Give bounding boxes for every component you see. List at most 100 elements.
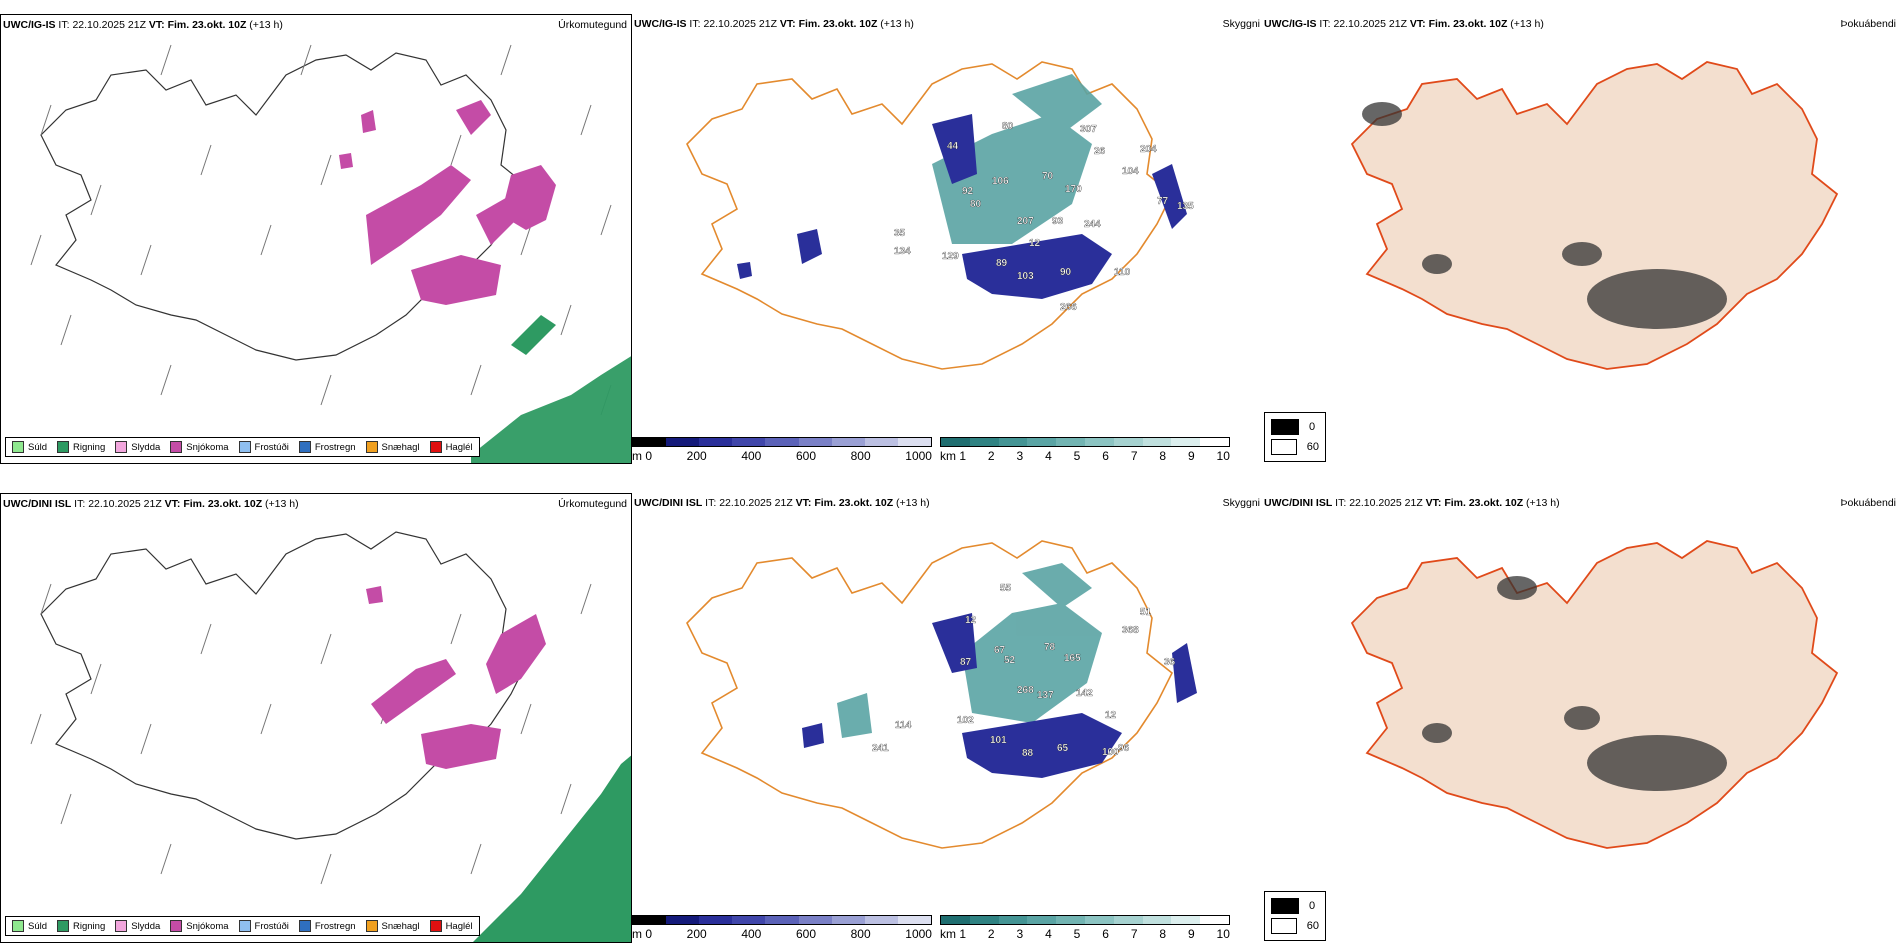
cloud-title: Skyggni bbox=[1222, 497, 1260, 509]
legend-swatch bbox=[12, 441, 24, 453]
legend-swatch bbox=[365, 441, 378, 453]
height-label: 12 bbox=[1029, 238, 1041, 249]
height-label: 135 bbox=[1177, 201, 1194, 212]
legend-swatch bbox=[170, 920, 183, 932]
legend-item: Frostregn bbox=[298, 441, 356, 453]
precip-map bbox=[30, 44, 631, 463]
height-label: 77 bbox=[1157, 196, 1169, 207]
height-label: 12 bbox=[965, 615, 977, 626]
height-scale-ticks: m 0 200 400 600 800 1000 bbox=[632, 449, 932, 463]
height-label: 368 bbox=[1122, 625, 1139, 636]
header-top-middle: UWC/IG-IS IT: 22.10.2025 21Z VT: Fim. 23… bbox=[634, 18, 914, 30]
legend-item: Snjókoma bbox=[170, 441, 229, 453]
height-label: 78 bbox=[1044, 642, 1056, 653]
height-label: 204 bbox=[1140, 144, 1157, 155]
height-label: 80 bbox=[970, 199, 982, 210]
fog-map bbox=[1351, 61, 1838, 370]
height-label: 110 bbox=[1114, 267, 1131, 278]
fog-legend-top: 0 60 bbox=[1264, 412, 1326, 462]
legend-item: Rigning bbox=[57, 441, 105, 453]
height-label: 114 bbox=[895, 720, 912, 731]
height-label: 266 bbox=[1060, 302, 1077, 313]
height-scalebar bbox=[632, 437, 932, 447]
height-label: 268 bbox=[1017, 685, 1034, 696]
height-label: 70 bbox=[1042, 171, 1054, 182]
precip-title: Úrkomutegund bbox=[558, 19, 627, 31]
legend-item: Snæhagl bbox=[365, 920, 420, 932]
height-label: 106 bbox=[992, 176, 1009, 187]
km-scalebar bbox=[940, 437, 1230, 447]
height-label: 104 bbox=[1122, 166, 1139, 177]
precip-panel-bottom: UWC/DINI ISL IT: 22.10.2025 21Z VT: Fim.… bbox=[0, 493, 632, 943]
legend-item: Frostúði bbox=[238, 441, 289, 453]
header-top-right: UWC/IG-IS IT: 22.10.2025 21Z VT: Fim. 23… bbox=[1264, 18, 1544, 30]
height-label: 92 bbox=[962, 186, 974, 197]
height-label: 96 bbox=[1118, 743, 1130, 754]
height-label: 165 bbox=[1064, 653, 1081, 664]
cloud-panel-top: 307 80 44 92 80 106 70 170 104 26 204 77… bbox=[632, 14, 1262, 464]
legend-swatch bbox=[429, 920, 442, 932]
legend-swatch bbox=[298, 441, 311, 453]
precip-map bbox=[30, 531, 631, 942]
legend-swatch bbox=[170, 441, 183, 453]
height-label: 244 bbox=[1084, 219, 1101, 230]
legend-swatch bbox=[298, 920, 311, 932]
height-label: 129 bbox=[942, 251, 959, 262]
height-label: 170 bbox=[1065, 184, 1082, 195]
header-bottom-middle: UWC/DINI ISL IT: 22.10.2025 21Z VT: Fim.… bbox=[634, 497, 930, 509]
height-label: 101 bbox=[990, 735, 1007, 746]
legend-swatch bbox=[115, 441, 128, 453]
km-scalebar bbox=[940, 915, 1230, 925]
fog-legend-bottom: 0 60 bbox=[1264, 891, 1326, 941]
height-label: 88 bbox=[1022, 748, 1034, 759]
legend-swatch bbox=[238, 441, 251, 453]
legend-item: Haglél bbox=[429, 441, 473, 453]
legend-item: Snjókoma bbox=[170, 920, 229, 932]
precip-legend: Súld Rigning Slydda Snjókoma Frostúði Fr… bbox=[5, 916, 480, 936]
height-label: 241 bbox=[872, 743, 889, 754]
fog-panel-top: UWC/IG-IS IT: 22.10.2025 21Z VT: Fim. 23… bbox=[1262, 14, 1900, 464]
height-label: 89 bbox=[996, 258, 1008, 269]
legend-swatch bbox=[12, 920, 24, 932]
legend-swatch bbox=[429, 441, 442, 453]
height-label: 102 bbox=[957, 715, 974, 726]
height-label: 51 bbox=[1140, 607, 1152, 618]
height-label: 52 bbox=[1004, 655, 1016, 666]
height-label: 100 bbox=[1102, 747, 1119, 758]
height-label: 87 bbox=[960, 657, 972, 668]
fog-map bbox=[1351, 540, 1838, 849]
legend-swatch bbox=[57, 441, 70, 453]
height-label: 93 bbox=[1052, 216, 1064, 227]
height-scale-top: m 0 200 400 600 800 1000 bbox=[632, 437, 932, 463]
legend-swatch bbox=[238, 920, 251, 932]
height-label: 80 bbox=[1002, 121, 1014, 132]
legend-swatch bbox=[365, 920, 378, 932]
cloud-title: Skyggni bbox=[1222, 18, 1260, 30]
height-label: 55 bbox=[1000, 583, 1012, 594]
legend-swatch bbox=[115, 920, 128, 932]
legend-item: Frostregn bbox=[298, 920, 356, 932]
legend-item: Frostúði bbox=[238, 920, 289, 932]
height-label: 103 bbox=[1017, 271, 1034, 282]
height-label: 44 bbox=[947, 141, 959, 152]
height-label: 142 bbox=[1076, 688, 1093, 699]
header-top-left: UWC/IG-IS IT: 22.10.2025 21Z VT: Fim. 23… bbox=[3, 19, 283, 31]
height-label: 90 bbox=[1060, 267, 1072, 278]
legend-item: Súld bbox=[12, 920, 47, 932]
precip-panel-top: UWC/IG-IS IT: 22.10.2025 21Z VT: Fim. 23… bbox=[0, 14, 632, 464]
cloud-panel-bottom: 55 12 87 67 52 78 165 368 51 268 137 142… bbox=[632, 493, 1262, 943]
cloud-map: 55 12 87 67 52 78 165 368 51 268 137 142… bbox=[686, 540, 1197, 849]
fog-panel-bottom: UWC/DINI ISL IT: 22.10.2025 21Z VT: Fim.… bbox=[1262, 493, 1900, 943]
fog-title: Þokuábendi bbox=[1840, 497, 1896, 509]
height-label: 67 bbox=[994, 645, 1006, 656]
header-bottom-right: UWC/DINI ISL IT: 22.10.2025 21Z VT: Fim.… bbox=[1264, 497, 1560, 509]
legend-item: Rigning bbox=[57, 920, 105, 932]
legend-item: Snæhagl bbox=[365, 441, 420, 453]
precip-title: Úrkomutegund bbox=[558, 498, 627, 510]
legend-item: Haglél bbox=[429, 920, 473, 932]
height-label: 307 bbox=[1080, 124, 1097, 135]
